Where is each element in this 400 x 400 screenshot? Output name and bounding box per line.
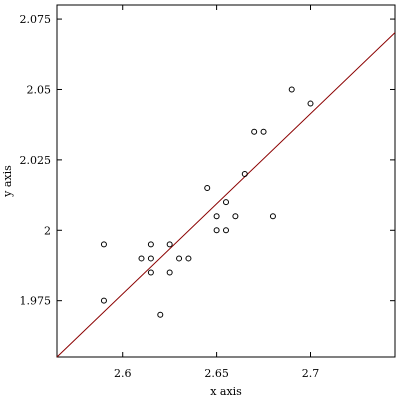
point [166,269,173,276]
point [213,227,220,234]
x-tick-label: 2.7 [302,367,320,380]
point [213,213,220,220]
x-tick-label: 2.6 [114,367,132,380]
point [166,241,173,248]
point [307,100,314,107]
point [100,297,107,304]
plot-frame [56,4,396,358]
y-tick-label: 2.025 [20,154,52,167]
point [260,128,267,135]
point [251,128,258,135]
point [288,86,295,93]
point [147,269,154,276]
fit-line [56,32,396,358]
y-tick-label: 1.975 [20,295,52,308]
point [138,255,145,262]
y-tick-label: 2 [44,224,51,237]
point [157,311,164,318]
point [204,185,211,192]
x-axis-label: x axis [210,385,242,398]
x-tick-label: 2.65 [204,367,229,380]
point [147,241,154,248]
point [176,255,183,262]
point [147,255,154,262]
point [223,227,229,234]
point [223,199,229,206]
y-tick-label: 2.075 [20,13,52,26]
point [232,213,239,220]
y-axis-label: y axis [1,165,14,198]
point [241,170,248,177]
point [100,241,107,248]
point [269,213,276,220]
point [185,255,192,262]
y-tick-label: 2.05 [27,83,52,96]
